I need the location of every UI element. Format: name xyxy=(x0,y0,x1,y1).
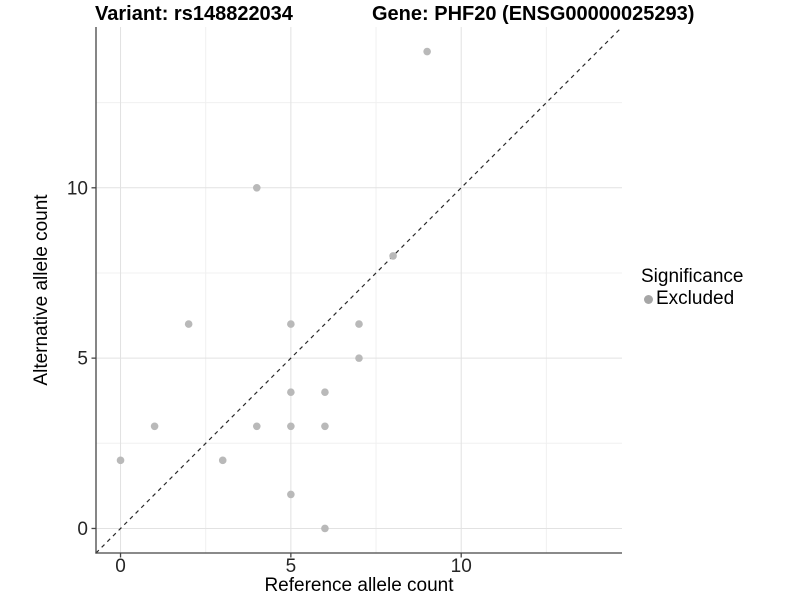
data-point xyxy=(355,354,363,362)
data-point xyxy=(321,388,329,397)
identity-line xyxy=(95,26,623,554)
data-point xyxy=(423,47,431,56)
legend-item-label: Excluded xyxy=(656,288,735,309)
y-axis-title: Alternative allele count xyxy=(31,194,52,386)
x-tick-label: 5 xyxy=(286,556,297,577)
legend-item-excluded: Excluded xyxy=(641,288,743,310)
data-point xyxy=(218,456,227,465)
y-tick-label: 5 xyxy=(77,349,88,370)
plot-title-variant: Variant: rs148822034 xyxy=(95,3,293,25)
x-tick-label: 0 xyxy=(115,556,126,577)
data-point xyxy=(287,388,295,397)
legend-point-icon xyxy=(644,294,653,304)
data-point xyxy=(150,422,159,431)
plot-title-gene: Gene: PHF20 (ENSG00000025293) xyxy=(372,3,695,25)
legend: Significance Excluded xyxy=(641,266,743,310)
legend-title: Significance xyxy=(641,266,744,287)
data-point xyxy=(252,183,261,192)
data-point xyxy=(287,422,295,431)
x-axis-title: Reference allele count xyxy=(264,575,454,596)
y-tick-label: 10 xyxy=(67,178,88,199)
data-point xyxy=(355,320,363,328)
data-point xyxy=(287,490,295,499)
data-point xyxy=(321,422,329,431)
data-point xyxy=(321,524,329,533)
data-point xyxy=(287,320,295,328)
data-point xyxy=(389,252,397,260)
data-point xyxy=(184,320,193,328)
x-tick-label: 10 xyxy=(451,556,472,577)
data-point xyxy=(252,422,261,431)
data-point xyxy=(116,456,125,465)
y-tick-label: 0 xyxy=(77,519,88,540)
